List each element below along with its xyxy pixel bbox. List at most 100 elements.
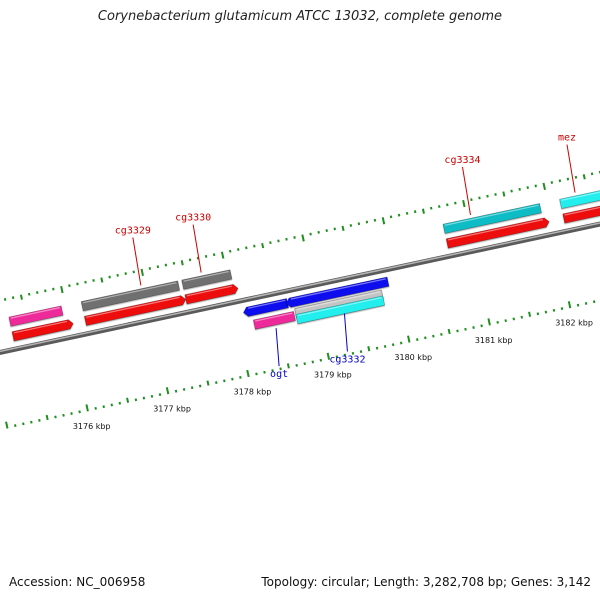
minor-tick <box>180 260 184 266</box>
minor-tick <box>68 284 71 288</box>
forward-feature-2-shine <box>186 285 232 297</box>
forward-feature-3-shine <box>447 219 544 241</box>
minor-tick <box>413 210 417 214</box>
minor-tick <box>558 179 562 183</box>
minor-tick <box>94 406 97 410</box>
gene-label-cg3332[interactable]: cg3332 <box>329 354 365 365</box>
minor-tick <box>158 393 162 397</box>
accession-text: Accession: NC_006958 <box>9 575 146 589</box>
minor-tick <box>584 302 588 305</box>
scale-label-3178: 3178 kbp <box>234 388 272 397</box>
minor-tick <box>416 338 419 342</box>
minor-tick <box>566 177 570 181</box>
minor-tick <box>150 394 154 398</box>
minor-tick <box>389 215 393 219</box>
minor-tick <box>464 327 467 331</box>
minor-tick <box>52 287 55 291</box>
genome-summary-text: Topology: circular; Length: 3,282,708 bp… <box>261 575 591 589</box>
minor-tick <box>62 413 65 417</box>
minor-tick <box>520 315 524 319</box>
minor-tick <box>27 292 31 296</box>
major-tick <box>542 182 546 191</box>
minor-tick <box>446 203 449 207</box>
minor-tick <box>536 312 540 316</box>
minor-tick <box>285 237 288 241</box>
minor-tick <box>76 282 79 286</box>
major-tick <box>381 217 386 225</box>
major-tick <box>220 251 225 259</box>
major-tick <box>85 404 89 412</box>
scale-label-3182: 3182 kbp <box>555 319 593 328</box>
minor-tick <box>502 191 506 197</box>
minor-tick <box>552 308 556 312</box>
minor-tick <box>228 249 232 253</box>
minor-tick <box>54 415 57 419</box>
minor-tick <box>303 362 306 366</box>
major-tick <box>301 234 305 242</box>
minor-tick <box>311 360 314 364</box>
major-tick <box>165 387 170 395</box>
minor-tick <box>576 303 580 307</box>
map-title: Corynebacterium glutamicum ATCC 13032, c… <box>97 9 503 24</box>
gene-label-cg3329[interactable]: cg3329 <box>115 225 151 236</box>
leader-line-ogt <box>275 328 280 367</box>
minor-tick <box>148 267 152 270</box>
minor-tick <box>349 224 353 227</box>
minor-tick <box>190 386 194 390</box>
gene-label-ogt[interactable]: ogt <box>270 369 288 380</box>
minor-tick <box>424 336 427 340</box>
minor-tick <box>550 181 554 184</box>
minor-tick <box>110 403 113 407</box>
minor-tick <box>245 246 248 250</box>
gene-label-mez[interactable]: mez <box>558 133 576 144</box>
minor-tick <box>365 220 369 224</box>
minor-tick <box>518 187 521 191</box>
forward-feature-4 <box>562 205 600 224</box>
minor-tick <box>373 218 377 222</box>
minor-tick <box>102 405 105 409</box>
minor-tick <box>592 300 596 304</box>
major-tick <box>462 199 466 208</box>
minor-tick <box>134 398 138 402</box>
minor-tick <box>164 263 168 267</box>
minor-tick <box>375 346 379 350</box>
major-tick <box>5 421 9 429</box>
genome-backbone <box>0 221 600 355</box>
bottom-feature-2-shine <box>297 297 382 317</box>
minor-tick <box>438 205 441 208</box>
forward-feature-1 <box>84 295 187 326</box>
minor-tick <box>223 379 226 383</box>
minor-tick <box>237 248 240 251</box>
minor-tick <box>30 420 33 424</box>
minor-tick <box>486 194 489 198</box>
gene-label-cg3334[interactable]: cg3334 <box>444 155 480 166</box>
minor-tick <box>447 328 451 335</box>
minor-tick <box>341 225 345 232</box>
top-feature-1-shine <box>83 282 177 304</box>
minor-tick <box>494 193 497 196</box>
backbone-line <box>0 221 600 355</box>
gene-features <box>8 190 600 342</box>
leader-line-cg3334 <box>461 166 471 216</box>
minor-tick <box>534 184 537 188</box>
minor-tick <box>359 350 363 354</box>
minor-tick <box>544 310 548 314</box>
top-feature-0-shine <box>10 307 60 319</box>
minor-tick <box>456 329 459 333</box>
top-feature-1 <box>80 280 181 312</box>
minor-tick <box>526 186 529 190</box>
forward-feature-2 <box>184 284 239 305</box>
minor-tick <box>84 280 87 284</box>
gene-label-cg3330[interactable]: cg3330 <box>175 213 211 224</box>
minor-tick <box>36 291 39 294</box>
leader-line-cg3332 <box>343 313 348 352</box>
minor-tick <box>263 370 266 374</box>
major-tick <box>326 352 331 360</box>
minor-tick <box>196 256 200 260</box>
minor-tick <box>11 296 15 300</box>
minor-tick <box>174 389 178 393</box>
leader-line-cg3330 <box>192 224 202 273</box>
minor-tick <box>198 384 202 388</box>
minor-tick <box>269 241 272 245</box>
